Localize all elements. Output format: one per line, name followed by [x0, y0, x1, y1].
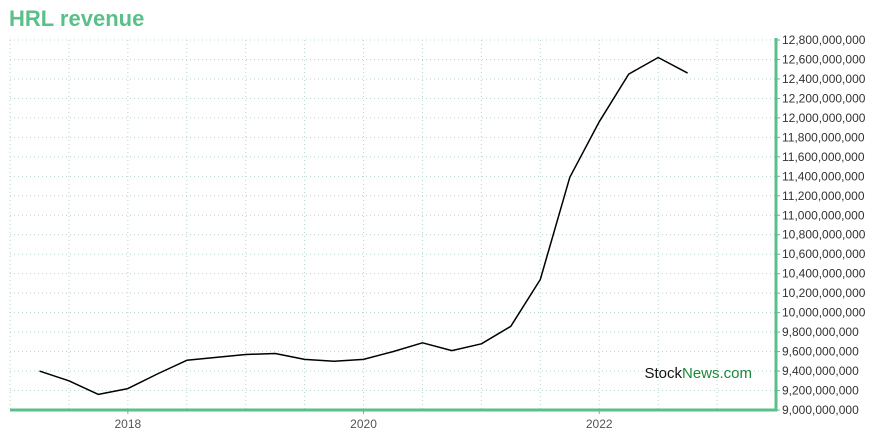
chart-title: HRL revenue — [9, 6, 145, 31]
y-tick-label: 10,600,000,000 — [782, 247, 866, 261]
revenue-line — [39, 56, 688, 396]
y-tick-label: 9,600,000,000 — [782, 345, 859, 359]
y-tick-label: 9,800,000,000 — [782, 325, 859, 339]
y-tick-label: 12,600,000,000 — [782, 52, 866, 66]
y-tick-label: 12,800,000,000 — [782, 33, 866, 47]
y-tick-label: 10,400,000,000 — [782, 267, 866, 281]
x-tick-labels: 2018 2020 2022 — [114, 417, 612, 431]
watermark-stock: Stock — [644, 365, 682, 382]
x-tick-label: 2018 — [114, 417, 141, 431]
y-tick-label: 12,200,000,000 — [782, 91, 866, 105]
y-tick-label: 11,600,000,000 — [782, 150, 865, 164]
y-tick-label: 9,000,000,000 — [782, 403, 859, 417]
watermark-news: News.com — [682, 365, 752, 382]
y-tick-label: 12,000,000,000 — [782, 111, 866, 125]
y-tick-label: 10,000,000,000 — [782, 306, 866, 320]
x-tick-label: 2022 — [586, 417, 613, 431]
y-tick-label: 12,400,000,000 — [782, 72, 866, 86]
x-tick-label: 2020 — [350, 417, 377, 431]
y-tick-label: 11,000,000,000 — [782, 208, 865, 222]
y-tick-label: 10,200,000,000 — [782, 286, 866, 300]
y-tick-label: 11,800,000,000 — [782, 130, 865, 144]
watermark: StockNews.com — [644, 365, 752, 382]
y-tick-label: 11,400,000,000 — [782, 169, 865, 183]
y-tick-label: 10,800,000,000 — [782, 228, 866, 242]
y-tick-label: 11,200,000,000 — [782, 189, 865, 203]
y-tick-labels: 9,000,000,000 9,200,000,000 9,400,000,000 9… — [782, 33, 866, 417]
y-tick-label: 9,200,000,000 — [782, 384, 859, 398]
grid-lines — [9, 39, 780, 414]
y-tick-label: 9,400,000,000 — [782, 364, 859, 378]
